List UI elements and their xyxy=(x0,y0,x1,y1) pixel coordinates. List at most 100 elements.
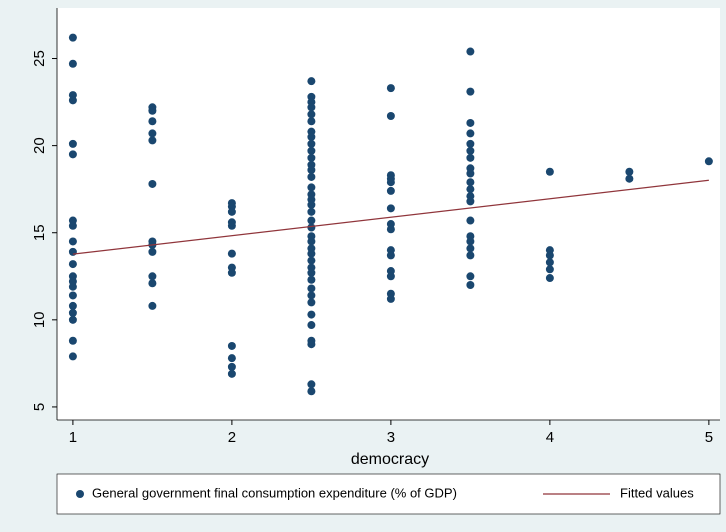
point xyxy=(227,354,236,363)
point xyxy=(466,118,475,127)
point xyxy=(227,207,236,216)
point xyxy=(545,167,554,176)
legend-label: General government final consumption exp… xyxy=(92,485,457,500)
point xyxy=(466,129,475,138)
point xyxy=(307,275,316,284)
point xyxy=(68,308,77,317)
point xyxy=(307,256,316,265)
x-tick-label: 2 xyxy=(228,429,236,446)
point xyxy=(68,139,77,148)
point xyxy=(386,186,395,195)
point xyxy=(307,110,316,119)
point xyxy=(148,272,157,281)
point xyxy=(466,139,475,148)
point xyxy=(466,185,475,194)
point xyxy=(68,315,77,324)
point xyxy=(307,340,316,349)
point xyxy=(68,336,77,345)
point xyxy=(307,153,316,162)
point xyxy=(227,362,236,371)
point xyxy=(466,272,475,281)
point xyxy=(148,301,157,310)
point xyxy=(307,321,316,330)
y-tick-label: 5 xyxy=(31,403,48,411)
y-tick-label: 10 xyxy=(31,311,48,328)
point xyxy=(466,251,475,260)
point xyxy=(307,237,316,246)
x-axis-label: democracy xyxy=(351,451,429,468)
point xyxy=(227,369,236,378)
point xyxy=(307,284,316,293)
legend-label: Fitted values xyxy=(620,485,694,500)
point xyxy=(307,146,316,155)
point xyxy=(545,274,554,283)
point xyxy=(227,249,236,258)
point xyxy=(545,251,554,260)
point xyxy=(307,139,316,148)
plot-area xyxy=(57,8,720,420)
point xyxy=(307,166,316,175)
point xyxy=(307,172,316,181)
point xyxy=(148,279,157,288)
point xyxy=(307,103,316,112)
point xyxy=(545,258,554,267)
point xyxy=(704,157,713,166)
point xyxy=(386,84,395,93)
point xyxy=(227,341,236,350)
point xyxy=(307,310,316,319)
x-tick-label: 4 xyxy=(546,429,554,446)
x-tick-label: 1 xyxy=(69,429,77,446)
point xyxy=(466,47,475,56)
point xyxy=(307,380,316,389)
point xyxy=(386,204,395,213)
point xyxy=(386,225,395,234)
point xyxy=(68,301,77,310)
point xyxy=(68,59,77,68)
legend-swatch xyxy=(76,490,84,498)
point xyxy=(386,178,395,187)
fit-line xyxy=(72,179,709,255)
point xyxy=(386,272,395,281)
point xyxy=(625,167,634,176)
y-tick-label: 20 xyxy=(31,137,48,154)
point xyxy=(68,221,77,230)
y-tick-label: 25 xyxy=(31,50,48,67)
point xyxy=(148,247,157,256)
point xyxy=(148,136,157,145)
point xyxy=(307,200,316,209)
point xyxy=(68,33,77,42)
point xyxy=(307,291,316,300)
point xyxy=(307,117,316,126)
point xyxy=(307,298,316,307)
point xyxy=(466,153,475,162)
point xyxy=(466,244,475,253)
point xyxy=(466,237,475,246)
point xyxy=(68,237,77,246)
point xyxy=(68,352,77,361)
point xyxy=(307,207,316,216)
point xyxy=(148,179,157,188)
point xyxy=(466,169,475,178)
point xyxy=(307,223,316,232)
point xyxy=(227,221,236,230)
point xyxy=(386,251,395,260)
point xyxy=(386,112,395,121)
x-tick-label: 3 xyxy=(387,429,395,446)
point xyxy=(68,247,77,256)
point xyxy=(307,249,316,258)
point xyxy=(148,129,157,138)
point xyxy=(307,387,316,396)
y-tick-label: 15 xyxy=(31,224,48,241)
point xyxy=(386,294,395,303)
point xyxy=(466,146,475,155)
point xyxy=(545,265,554,274)
point xyxy=(466,87,475,96)
point xyxy=(68,282,77,291)
point xyxy=(148,117,157,126)
point xyxy=(227,268,236,277)
point xyxy=(68,291,77,300)
point xyxy=(466,197,475,206)
point xyxy=(307,132,316,141)
